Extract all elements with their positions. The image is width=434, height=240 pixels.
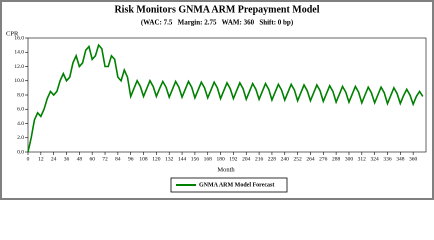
x-tick-label: 0 <box>27 156 30 162</box>
x-tick-label: 312 <box>358 156 367 162</box>
y-tick-label: 4.0 <box>17 121 24 127</box>
x-tick-label: 252 <box>293 156 302 162</box>
x-tick-label: 120 <box>152 156 161 162</box>
y-tick-label: 8.0 <box>17 92 24 98</box>
x-tick-label: 144 <box>178 156 187 162</box>
y-tick-label: 16.0 <box>14 35 24 41</box>
x-tick-label: 360 <box>409 156 418 162</box>
y-tick-label: 0.0 <box>17 149 24 155</box>
x-tick-label: 348 <box>396 156 405 162</box>
chart-title: Risk Monitors GNMA ARM Prepayment Model <box>114 4 319 15</box>
x-tick-label: 168 <box>204 156 213 162</box>
y-axis-label: CPR <box>6 30 19 37</box>
y-tick-label: 6.0 <box>17 107 24 113</box>
x-tick-label: 204 <box>242 156 251 162</box>
x-tick-label: 96 <box>128 156 134 162</box>
chart: Risk Monitors GNMA ARM Prepayment Model … <box>0 0 434 200</box>
x-tick-label: 108 <box>139 156 148 162</box>
x-tick-label: 276 <box>319 156 328 162</box>
x-tick-label: 228 <box>268 156 277 162</box>
x-tick-label: 216 <box>255 156 264 162</box>
plot-area <box>27 37 427 153</box>
x-tick-label: 36 <box>64 156 70 162</box>
x-tick-label: 288 <box>332 156 341 162</box>
legend-box <box>170 177 288 193</box>
legend-label: GNMA ARM Model Forecast <box>199 182 274 188</box>
x-tick-label: 300 <box>345 156 354 162</box>
chart-subtitle: (WAC: 7.5 Margin: 2.75 WAM: 360 Shift: 0… <box>141 19 294 27</box>
x-tick-label: 72 <box>102 156 108 162</box>
x-tick-label: 48 <box>77 156 83 162</box>
x-tick-label: 336 <box>383 156 392 162</box>
y-tick-label: 12.0 <box>14 64 24 70</box>
x-tick-label: 60 <box>89 156 95 162</box>
x-tick-label: 192 <box>229 156 238 162</box>
x-tick-label: 84 <box>115 156 121 162</box>
y-tick-label: 2.0 <box>17 135 24 141</box>
y-tick-label: 10.0 <box>14 78 24 84</box>
x-tick-label: 12 <box>38 156 44 162</box>
y-tick-label: 14.0 <box>14 50 24 56</box>
x-tick-label: 264 <box>306 156 315 162</box>
data-line <box>27 43 424 153</box>
x-tick-label: 156 <box>191 156 200 162</box>
x-axis-label: Month <box>217 166 235 173</box>
x-tick-label: 324 <box>371 156 380 162</box>
x-tick-label: 132 <box>165 156 174 162</box>
x-tick-label: 240 <box>281 156 290 162</box>
x-tick-label: 24 <box>51 156 57 162</box>
x-tick-label: 180 <box>216 156 225 162</box>
